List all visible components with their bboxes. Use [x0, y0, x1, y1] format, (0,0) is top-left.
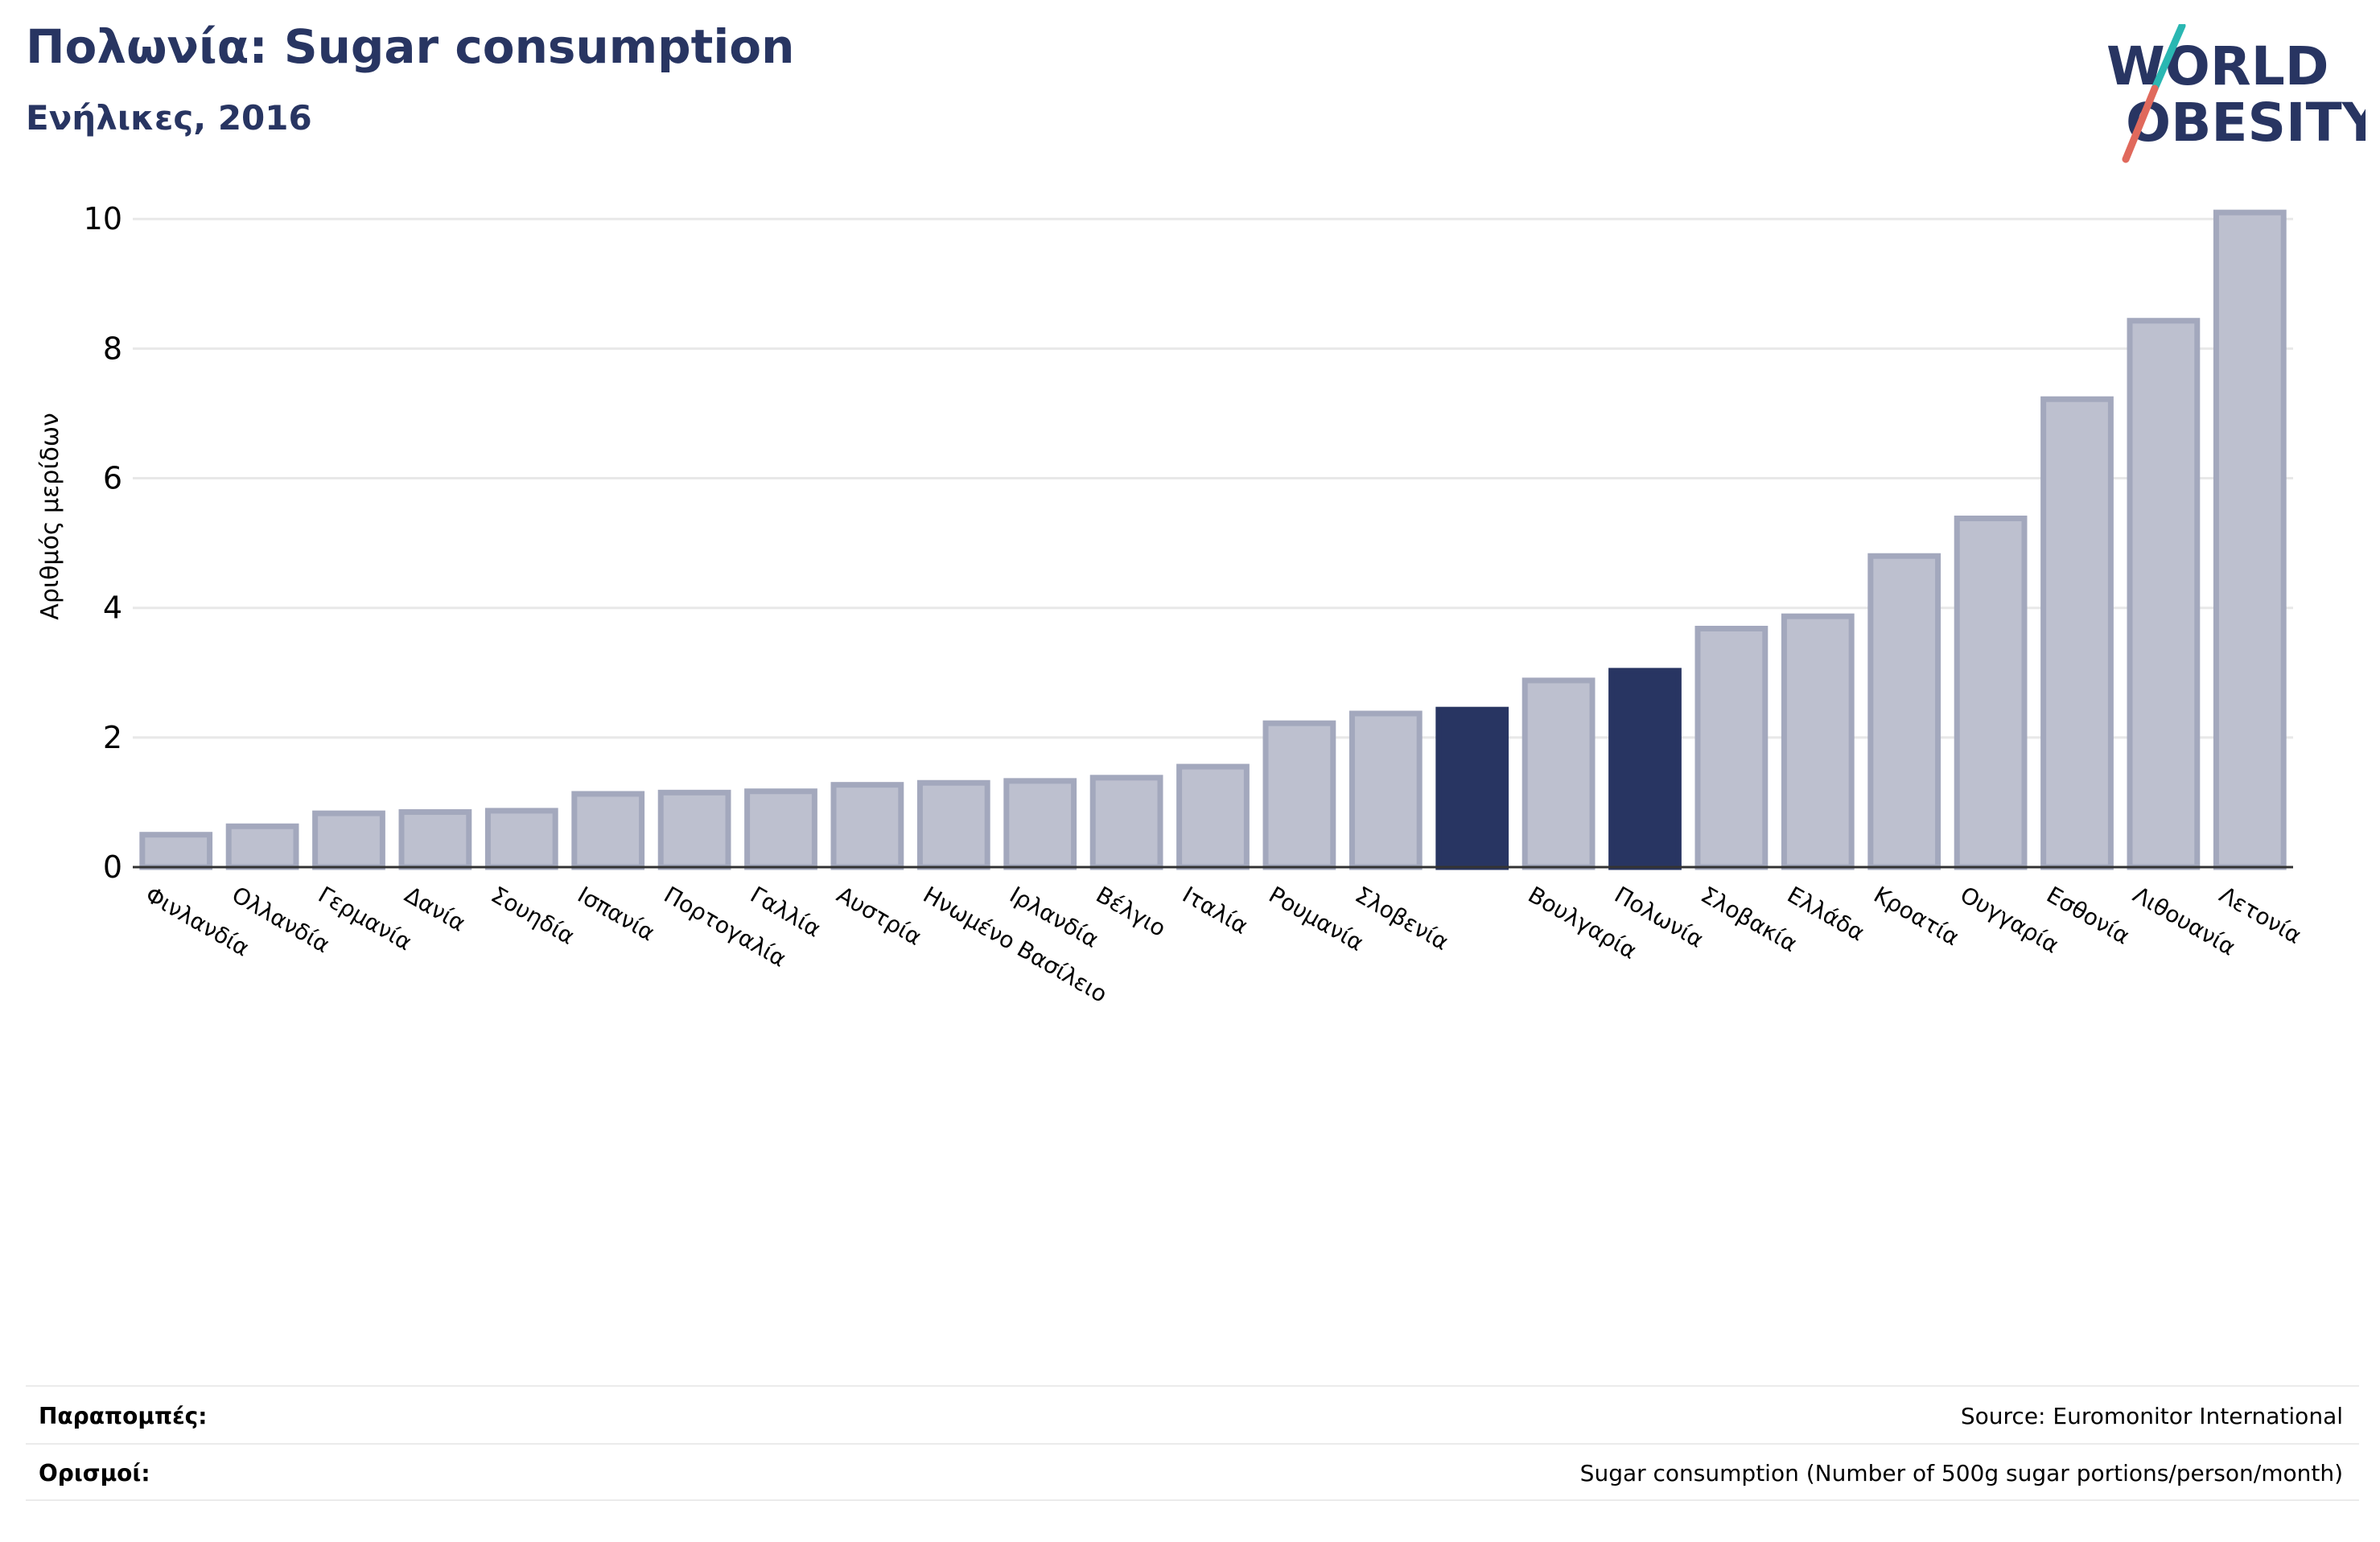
- footer-divider-top: [26, 1385, 2359, 1387]
- y-tick-label: 0: [103, 849, 122, 885]
- definitions-value: Sugar consumption (Number of 500g sugar …: [1579, 1460, 2343, 1486]
- x-tick-label: Δανία: [400, 881, 470, 936]
- bar: [2040, 396, 2114, 870]
- chart-title: Πολωνία: Sugar consumption: [26, 19, 795, 74]
- y-tick-label: 2: [103, 720, 122, 755]
- bar: [1089, 775, 1163, 870]
- bar: [2213, 209, 2287, 870]
- bar: [1781, 613, 1855, 870]
- logo-slash-bottom: [2122, 84, 2159, 163]
- bar: [1954, 515, 2028, 870]
- x-tick-label: Κροατία: [1869, 881, 1963, 951]
- bar: [312, 810, 385, 870]
- bar: [571, 791, 645, 870]
- footer-divider-bottom: [26, 1499, 2359, 1501]
- bar: [744, 788, 817, 870]
- bar: [657, 789, 731, 870]
- bar: [1608, 668, 1682, 870]
- logo-slash-top: [2151, 24, 2186, 93]
- y-tick-label: 8: [103, 331, 122, 366]
- y-tick-label: 6: [103, 461, 122, 496]
- y-tick-label: 10: [84, 201, 122, 236]
- logo-line1: WORLD: [2106, 35, 2329, 97]
- x-tick-label: Βέλγιο: [1092, 881, 1171, 942]
- references-label: Παραπομπές:: [39, 1403, 208, 1429]
- x-tick-label: Ισπανία: [573, 881, 659, 946]
- bar: [484, 808, 558, 870]
- bar: [1349, 710, 1423, 870]
- bar: [2127, 318, 2201, 870]
- bar: [1521, 677, 1596, 870]
- definitions-label: Ορισμοί:: [39, 1460, 150, 1486]
- x-tick-label: Αυστρία: [832, 881, 926, 950]
- bar: [225, 823, 299, 870]
- x-tick-label: Γερμανία: [314, 881, 417, 956]
- bars: [139, 209, 2287, 870]
- world-obesity-logo: WORLD OBESITY: [2106, 24, 2366, 163]
- footer-divider-middle: [26, 1443, 2359, 1445]
- y-tick-labels: 0 2 4 6 8 10: [84, 201, 122, 885]
- bar: [1176, 763, 1250, 870]
- bar: [830, 782, 904, 870]
- bar: [398, 809, 472, 870]
- x-tick-label: Σουηδία: [487, 881, 579, 950]
- bar: [139, 832, 213, 870]
- x-tick-label: Σλοβενία: [1351, 881, 1453, 956]
- chart-subtitle: Ενήλικες, 2016: [26, 98, 312, 138]
- y-tick-label: 4: [103, 590, 122, 626]
- x-tick-label: Ουγγαρία: [1956, 881, 2064, 958]
- references-value: Source: Euromonitor International: [1960, 1403, 2343, 1429]
- bar: [1694, 625, 1769, 870]
- bar: [1003, 778, 1077, 870]
- x-tick-label: Ρουμανία: [1264, 881, 1368, 956]
- x-tick-label: Ιταλία: [1178, 881, 1253, 940]
- bar: [1435, 706, 1509, 870]
- bar: [1262, 720, 1336, 870]
- logo-line2: OBESITY: [2126, 92, 2366, 154]
- x-tick-label: Σλοβακία: [1696, 881, 1801, 957]
- bar: [1867, 553, 1941, 870]
- bar: [916, 779, 990, 870]
- y-axis-label: Αριθμός μερίδων: [36, 413, 64, 619]
